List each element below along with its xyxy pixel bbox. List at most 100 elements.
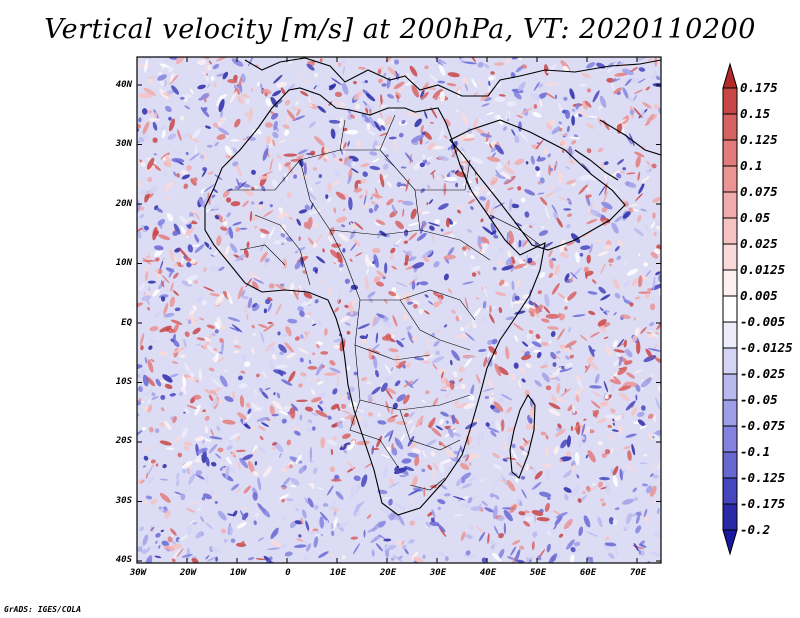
field-cell (214, 453, 222, 459)
field-cell (422, 360, 431, 364)
field-cell (209, 436, 223, 440)
field-cell (373, 254, 379, 268)
field-cell (216, 73, 227, 77)
field-cell (529, 466, 533, 470)
field-cell (407, 221, 421, 227)
field-cell (147, 476, 154, 484)
field-cell (420, 399, 426, 403)
field-cell (562, 149, 565, 153)
field-cell (424, 65, 429, 70)
field-cell (480, 432, 484, 441)
field-cell (530, 312, 535, 317)
field-cell (475, 297, 480, 300)
field-cell (353, 90, 363, 101)
field-cell (298, 209, 308, 214)
field-cell (623, 281, 629, 287)
field-cell (588, 345, 595, 357)
field-cell (563, 246, 568, 252)
field-cell (231, 451, 236, 457)
field-cell (640, 208, 647, 212)
field-cell (480, 133, 492, 138)
field-cell (381, 83, 387, 87)
field-cell (464, 502, 470, 509)
field-cell (250, 87, 254, 92)
field-cell (477, 432, 480, 447)
field-cell (178, 216, 189, 224)
field-cell (284, 551, 293, 557)
field-cell (521, 450, 528, 456)
field-cell (230, 139, 240, 142)
field-cell (141, 295, 152, 301)
field-cell (158, 234, 171, 241)
field-cell (314, 399, 323, 405)
field-cell (551, 394, 557, 404)
field-cell (442, 231, 453, 235)
field-cell (557, 292, 566, 300)
field-cell (344, 278, 350, 284)
field-cell (344, 322, 351, 326)
field-cell (188, 501, 201, 505)
field-cell (247, 460, 255, 473)
field-cell (443, 324, 448, 328)
field-cell (243, 361, 251, 368)
x-tick-label-10w: 10W (229, 568, 247, 578)
field-cell (458, 460, 472, 464)
field-cell (510, 268, 514, 272)
field-cell (252, 426, 256, 431)
field-cell (467, 229, 473, 233)
field-cell (197, 295, 205, 303)
field-cell (210, 76, 215, 81)
field-cell (429, 225, 435, 231)
field-cell (174, 81, 179, 85)
field-cell (313, 504, 319, 510)
field-cell (334, 91, 343, 98)
field-cell (592, 483, 596, 486)
field-cell (176, 129, 182, 141)
field-cell (448, 427, 454, 438)
field-cell (436, 60, 444, 67)
field-cell (327, 183, 332, 192)
field-cell (515, 498, 521, 504)
field-cell (180, 115, 185, 121)
colorbar-label: 0.05 (740, 210, 771, 225)
field-cell (159, 478, 169, 481)
field-cell (179, 96, 185, 100)
field-cell (300, 334, 304, 339)
field-cell (207, 171, 214, 175)
field-cell (227, 513, 235, 516)
field-cell (526, 424, 532, 430)
field-cell (407, 452, 420, 458)
field-cell (173, 272, 179, 279)
field-cell (383, 72, 387, 77)
colorbar-label: 0.025 (740, 236, 778, 251)
field-cell (201, 169, 207, 178)
field-cell (327, 235, 333, 243)
field-cell (512, 556, 516, 563)
field-cell (239, 76, 242, 87)
field-cell (590, 209, 602, 218)
field-cell (328, 119, 341, 124)
field-cell (608, 258, 615, 263)
field-cell (278, 207, 284, 212)
field-cell (137, 430, 143, 438)
field-cell (482, 226, 494, 235)
field-cell (565, 355, 570, 360)
field-cell (559, 456, 572, 462)
field-cell (491, 141, 497, 145)
field-cell (188, 473, 196, 485)
field-cell (139, 214, 145, 219)
field-cell (614, 118, 627, 126)
field-cell (602, 309, 606, 313)
field-cell (311, 426, 316, 431)
field-cell (430, 517, 435, 523)
field-cell (545, 122, 553, 131)
field-cell (513, 91, 522, 100)
field-cell (165, 509, 171, 519)
field-cell (427, 425, 432, 429)
field-cell (146, 157, 155, 170)
field-cell (515, 477, 519, 483)
field-cell (647, 58, 653, 62)
field-cell (413, 556, 424, 563)
field-cell (251, 169, 256, 175)
field-cell (231, 324, 243, 333)
